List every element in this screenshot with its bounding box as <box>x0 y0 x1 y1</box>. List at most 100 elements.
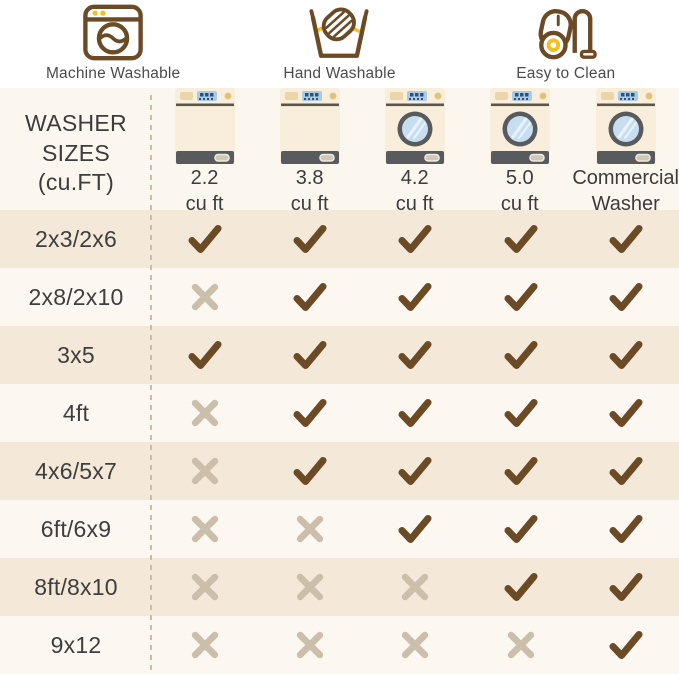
row-label: 4x6/5x7 <box>35 457 117 484</box>
mark-cell <box>468 514 573 544</box>
mark-cell <box>257 224 362 254</box>
column-header: 2.2 cu ft <box>152 88 257 219</box>
mark-cell <box>574 398 679 428</box>
table-row: 2x3/2x6 <box>0 210 679 268</box>
column-header: 5.0 cu ft <box>467 88 572 219</box>
column-header: 3.8 cu ft <box>257 88 362 219</box>
mark-cell <box>468 630 573 660</box>
mark-cell <box>152 630 257 660</box>
column-unit-label: Washer <box>591 193 660 215</box>
washing-machine-icon <box>82 4 144 61</box>
mark-cell <box>363 514 468 544</box>
check-icon <box>503 224 539 254</box>
check-icon <box>608 456 644 486</box>
check-icon <box>503 514 539 544</box>
check-icon <box>292 456 328 486</box>
mark-cell <box>574 572 679 602</box>
x-icon <box>506 630 536 660</box>
column-unit-label: cu ft <box>185 193 224 215</box>
column-size-label: 3.8 <box>295 167 324 189</box>
check-icon <box>187 224 223 254</box>
mark-cell <box>152 224 257 254</box>
mark-cell <box>257 340 362 370</box>
x-icon <box>400 630 430 660</box>
x-icon <box>190 514 220 544</box>
check-icon <box>608 224 644 254</box>
check-icon <box>397 224 433 254</box>
washer-front-load-icon <box>383 88 447 164</box>
legend-item-hand-washable: Hand Washable <box>226 0 452 88</box>
x-icon <box>190 630 220 660</box>
table-header-row: WASHER SIZES (cu.FT) 2.2 cu ft <box>0 88 679 215</box>
table-row: 9x12 <box>0 616 679 674</box>
check-icon <box>397 340 433 370</box>
column-size-label: 5.0 <box>505 167 534 189</box>
table-row: 8ft/8x10 <box>0 558 679 616</box>
washer-top-load-icon <box>278 88 342 164</box>
title-line: (cu.FT) <box>37 169 115 196</box>
mark-cell <box>363 456 468 486</box>
table-row: 4x6/5x7 <box>0 442 679 500</box>
check-icon <box>608 398 644 428</box>
mark-cell <box>574 282 679 312</box>
legend-label: Easy to Clean <box>516 65 616 82</box>
mark-cell <box>468 282 573 312</box>
check-icon <box>397 398 433 428</box>
table-row: 2x8/2x10 <box>0 268 679 326</box>
mark-cell <box>152 572 257 602</box>
vacuum-icon <box>535 4 597 61</box>
check-icon <box>397 514 433 544</box>
title-line: WASHER <box>25 110 127 137</box>
x-icon <box>295 630 325 660</box>
table-row: 4ft <box>0 384 679 442</box>
column-unit-label: cu ft <box>500 193 539 215</box>
check-icon <box>608 282 644 312</box>
table-body: 2x3/2x6 2x8/2x10 <box>0 210 679 674</box>
mark-cell <box>257 456 362 486</box>
column-header: Commercial Washer <box>572 88 679 219</box>
mark-cell <box>257 514 362 544</box>
check-icon <box>608 572 644 602</box>
row-label: 2x8/2x10 <box>28 283 124 310</box>
mark-cell <box>257 630 362 660</box>
row-label: 8ft/8x10 <box>34 573 118 600</box>
column-size-label: 2.2 <box>190 167 219 189</box>
column-unit-label: cu ft <box>290 193 329 215</box>
mark-cell <box>574 340 679 370</box>
x-icon <box>190 572 220 602</box>
mark-cell <box>363 630 468 660</box>
column-size-label: 4.2 <box>400 167 429 189</box>
mark-cell <box>468 456 573 486</box>
check-icon <box>608 340 644 370</box>
title-line: SIZES <box>42 139 110 166</box>
mark-cell <box>257 398 362 428</box>
column-header: 4.2 cu ft <box>362 88 467 219</box>
table-title: WASHER SIZES (cu.FT) <box>0 109 152 197</box>
mark-cell <box>363 572 468 602</box>
mark-cell <box>152 282 257 312</box>
mark-cell <box>152 514 257 544</box>
check-icon <box>292 282 328 312</box>
washer-size-table: WASHER SIZES (cu.FT) 2.2 cu ft <box>0 88 679 674</box>
mark-cell <box>574 630 679 660</box>
mark-cell <box>363 224 468 254</box>
hand-wash-icon <box>308 4 370 61</box>
check-icon <box>292 224 328 254</box>
mark-cell <box>468 340 573 370</box>
x-icon <box>190 282 220 312</box>
mark-cell <box>363 398 468 428</box>
check-icon <box>292 398 328 428</box>
check-icon <box>187 340 223 370</box>
check-icon <box>397 456 433 486</box>
legend-item-machine-washable: Machine Washable <box>0 0 226 88</box>
mark-cell <box>574 224 679 254</box>
mark-cell <box>363 282 468 312</box>
check-icon <box>503 340 539 370</box>
x-icon <box>295 572 325 602</box>
mark-cell <box>152 456 257 486</box>
check-icon <box>608 514 644 544</box>
legend-label: Hand Washable <box>283 65 396 82</box>
mark-cell <box>257 282 362 312</box>
row-label: 3x5 <box>57 341 95 368</box>
